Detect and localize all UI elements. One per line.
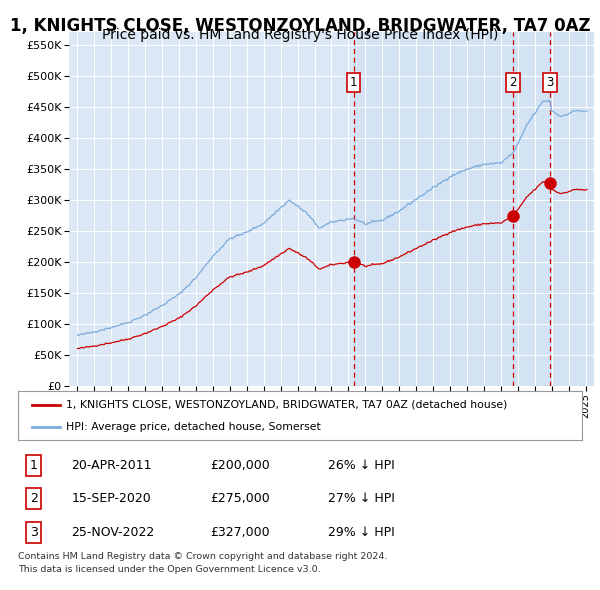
Text: Price paid vs. HM Land Registry's House Price Index (HPI): Price paid vs. HM Land Registry's House … — [102, 28, 498, 42]
Text: 1, KNIGHTS CLOSE, WESTONZOYLAND, BRIDGWATER, TA7 0AZ (detached house): 1, KNIGHTS CLOSE, WESTONZOYLAND, BRIDGWA… — [66, 399, 508, 409]
Text: 3: 3 — [546, 76, 554, 88]
Text: 3: 3 — [30, 526, 38, 539]
Text: 2: 2 — [30, 492, 38, 505]
Text: £327,000: £327,000 — [210, 526, 269, 539]
Text: 1: 1 — [30, 459, 38, 472]
Text: This data is licensed under the Open Government Licence v3.0.: This data is licensed under the Open Gov… — [18, 565, 320, 573]
Text: 1, KNIGHTS CLOSE, WESTONZOYLAND, BRIDGWATER, TA7 0AZ: 1, KNIGHTS CLOSE, WESTONZOYLAND, BRIDGWA… — [10, 17, 590, 35]
Text: £200,000: £200,000 — [210, 459, 269, 472]
Text: Contains HM Land Registry data © Crown copyright and database right 2024.: Contains HM Land Registry data © Crown c… — [18, 552, 388, 560]
Text: 15-SEP-2020: 15-SEP-2020 — [71, 492, 151, 505]
Text: 25-NOV-2022: 25-NOV-2022 — [71, 526, 155, 539]
Text: HPI: Average price, detached house, Somerset: HPI: Average price, detached house, Some… — [66, 422, 320, 432]
Text: 20-APR-2011: 20-APR-2011 — [71, 459, 152, 472]
Text: 2: 2 — [509, 76, 517, 88]
Text: £275,000: £275,000 — [210, 492, 269, 505]
Text: 27% ↓ HPI: 27% ↓ HPI — [328, 492, 395, 505]
Text: 26% ↓ HPI: 26% ↓ HPI — [328, 459, 395, 472]
Bar — [353, 32, 594, 386]
Text: 29% ↓ HPI: 29% ↓ HPI — [328, 526, 395, 539]
Text: 1: 1 — [350, 76, 357, 88]
